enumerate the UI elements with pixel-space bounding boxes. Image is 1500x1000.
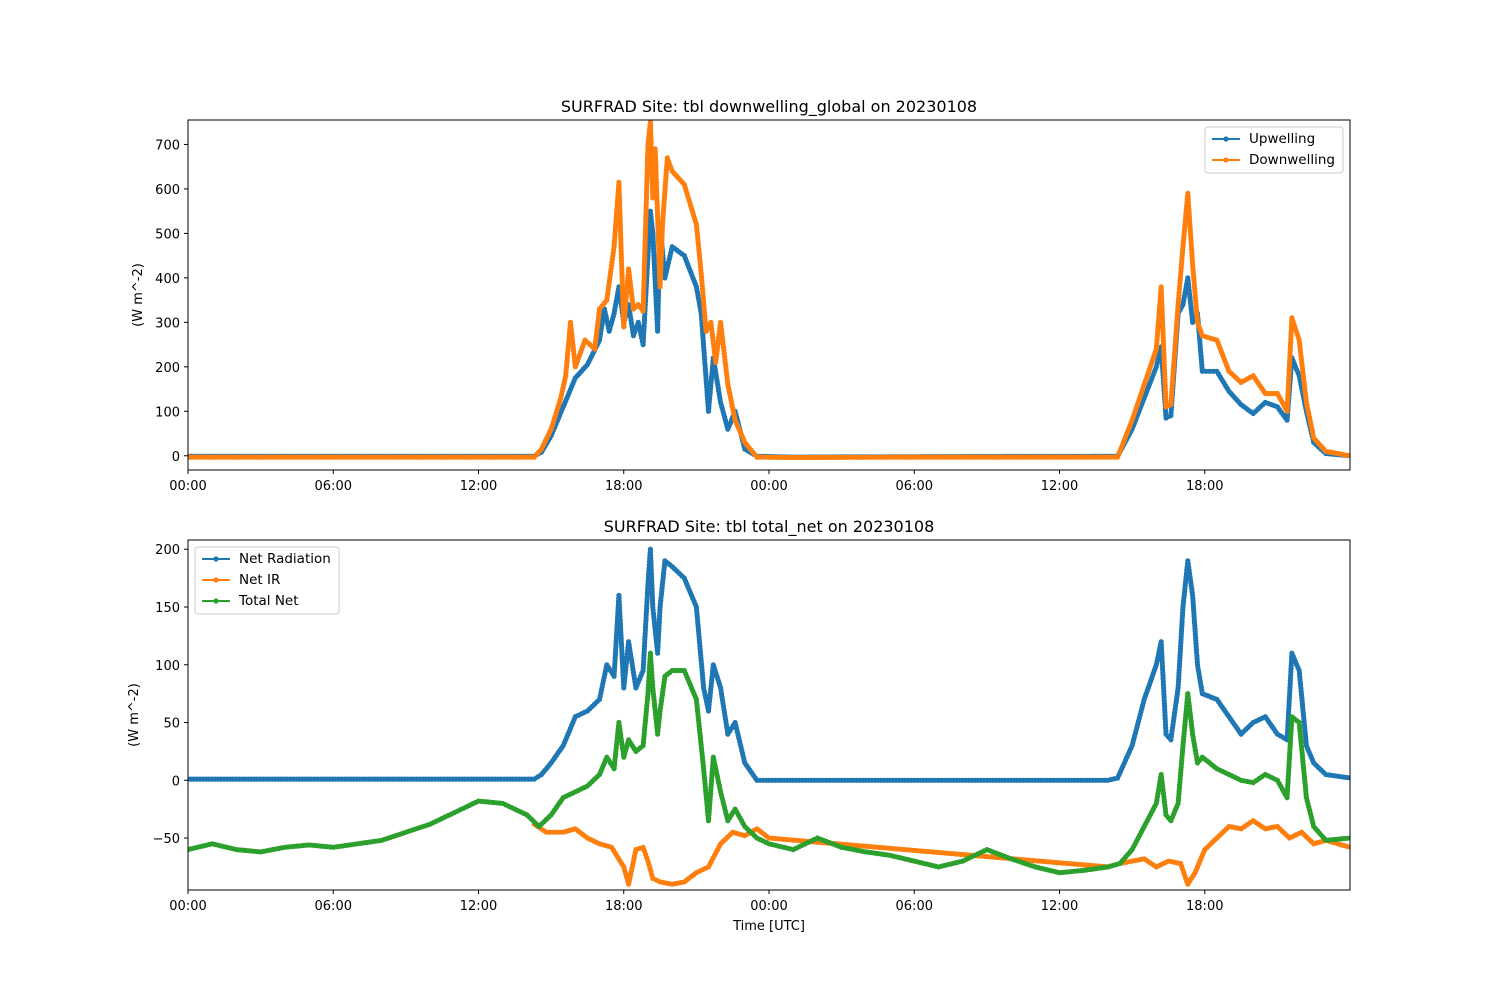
x-tick-label: 18:00 <box>1186 479 1223 494</box>
series-layer <box>188 546 1350 887</box>
data-point <box>1344 452 1350 458</box>
y-tick-label: 200 <box>155 543 180 558</box>
series-markers-total-net <box>188 650 1350 876</box>
x-tick-label: 12:00 <box>1041 899 1078 914</box>
x-tick-label: 12:00 <box>1041 479 1078 494</box>
y-tick-label: 100 <box>155 405 180 420</box>
x-tick-label: 06:00 <box>315 899 352 914</box>
chart-total-net: SURFRAD Site: tbl total_net on 20230108 … <box>127 517 1351 934</box>
legend-marker-total-net <box>213 598 219 604</box>
x-tick-label: 06:00 <box>896 479 933 494</box>
data-point <box>1163 415 1169 421</box>
x-tick-label: 18:00 <box>605 899 642 914</box>
legend: Upwelling Downwelling <box>1204 126 1344 174</box>
legend-label-downwelling: Downwelling <box>1249 152 1335 168</box>
x-tick-label: 00:00 <box>750 899 787 914</box>
plot-frame <box>187 119 1351 471</box>
y-tick-label: 700 <box>155 138 180 153</box>
legend-label-net-radiation: Net Radiation <box>239 551 331 567</box>
data-point <box>1199 368 1205 374</box>
y-tick-label: 300 <box>155 316 180 331</box>
chart-title: SURFRAD Site: tbl downwelling_global on … <box>561 97 977 117</box>
y-tick-label: 150 <box>155 601 180 616</box>
legend-marker-net-ir <box>213 577 219 583</box>
y-tick-label: 600 <box>155 183 180 198</box>
legend: Net Radiation Net IR Total Net <box>194 546 340 615</box>
y-tick-label: −50 <box>153 832 180 847</box>
data-point <box>1344 843 1350 850</box>
x-tick-label: 00:00 <box>169 479 206 494</box>
x-tick-label: 00:00 <box>750 479 787 494</box>
y-axis-label: (W m^-2) <box>131 263 146 327</box>
legend-marker-downwelling <box>1223 157 1229 163</box>
plot-frame <box>187 539 1351 891</box>
data-point <box>1210 368 1216 374</box>
tick-layer: 00:00 06:00 12:00 18:00 00:00 06:00 12:00 18:00… <box>155 138 1223 494</box>
y-tick-label: 100 <box>155 659 180 674</box>
legend-label-upwelling: Upwelling <box>1249 131 1315 147</box>
x-tick-label: 18:00 <box>605 479 642 494</box>
legend-label-total-net: Total Net <box>238 593 299 609</box>
series-layer <box>188 120 1350 461</box>
y-tick-label: 0 <box>172 774 180 789</box>
legend-marker-upwelling <box>1223 136 1229 142</box>
data-point <box>1344 774 1350 781</box>
x-tick-label: 00:00 <box>169 899 206 914</box>
data-point <box>1163 404 1169 410</box>
chart-downwelling-global: SURFRAD Site: tbl downwelling_global on … <box>131 97 1351 494</box>
x-tick-label: 18:00 <box>1186 899 1223 914</box>
legend-box <box>194 546 340 615</box>
y-tick-label: 400 <box>155 272 180 287</box>
series-markers-downwelling <box>188 120 1350 461</box>
x-tick-label: 06:00 <box>896 899 933 914</box>
data-point <box>1203 368 1209 374</box>
y-tick-label: 500 <box>155 227 180 242</box>
data-point <box>1344 835 1350 841</box>
y-tick-label: 0 <box>172 450 180 465</box>
y-tick-label: 200 <box>155 361 180 376</box>
tick-layer: 00:00 06:00 12:00 18:00 00:00 06:00 12:00 18:00… <box>153 543 1224 914</box>
x-tick-label: 12:00 <box>460 899 497 914</box>
series-markers-net-ir <box>531 818 1350 887</box>
x-tick-label: 06:00 <box>315 479 352 494</box>
x-axis-label: Time [UTC] <box>732 919 805 934</box>
chart-title: SURFRAD Site: tbl total_net on 20230108 <box>604 517 935 537</box>
legend-marker-net-radiation <box>213 556 219 562</box>
series-markers-net-radiation <box>188 546 1350 783</box>
y-tick-label: 50 <box>163 717 180 732</box>
data-point <box>1207 368 1213 374</box>
x-tick-label: 12:00 <box>460 479 497 494</box>
y-axis-label: (W m^-2) <box>127 683 142 747</box>
legend-label-net-ir: Net IR <box>239 572 280 588</box>
